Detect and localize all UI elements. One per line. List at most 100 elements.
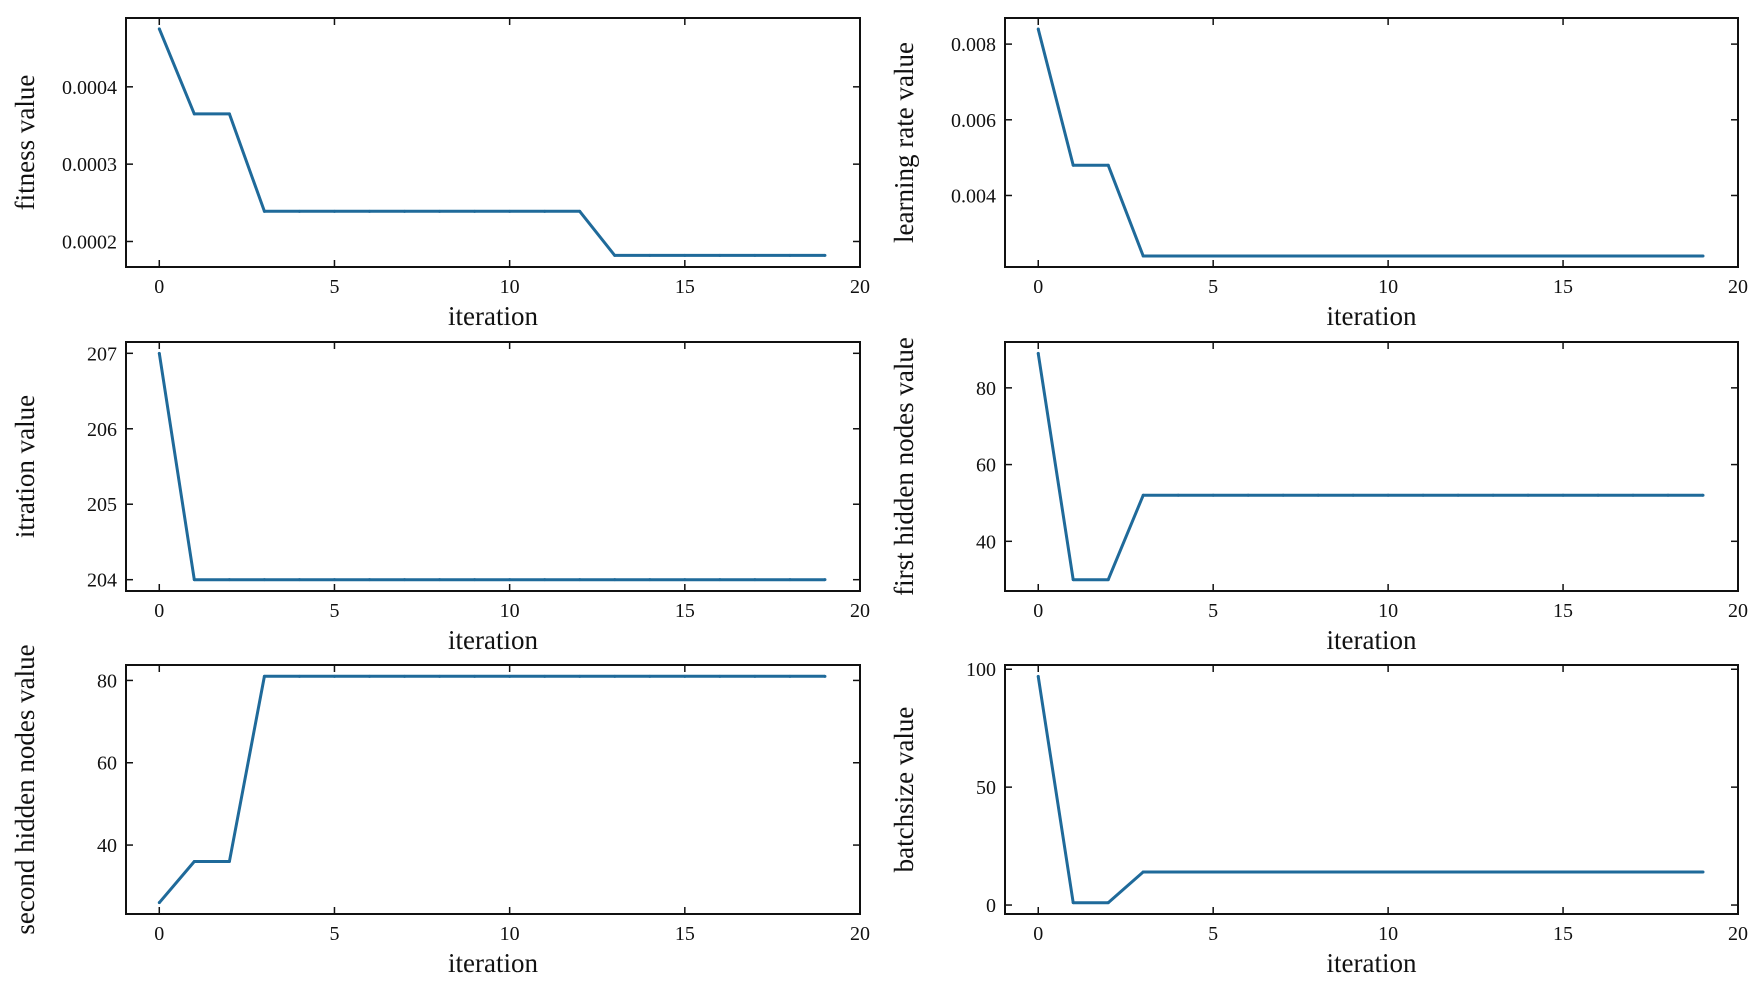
x-tick-label: 20 xyxy=(1728,276,1748,298)
data-point xyxy=(823,253,827,257)
x-tick-label: 10 xyxy=(1378,600,1398,622)
data-point xyxy=(1106,901,1110,905)
data-point xyxy=(1701,870,1705,874)
data-point xyxy=(648,578,652,582)
data-point xyxy=(1141,254,1145,258)
y-tick-label: 50 xyxy=(976,777,996,799)
data-point xyxy=(823,578,827,582)
data-point xyxy=(438,209,442,213)
x-axis-label: iteration xyxy=(448,301,538,331)
data-point xyxy=(508,674,512,678)
data-point xyxy=(1036,351,1040,355)
data-point xyxy=(1386,870,1390,874)
data-point xyxy=(718,578,722,582)
data-point xyxy=(1701,493,1705,497)
x-tick-label: 0 xyxy=(154,923,164,945)
data-point xyxy=(1596,254,1600,258)
data-point xyxy=(157,27,161,31)
data-point xyxy=(683,674,687,678)
data-point xyxy=(403,674,407,678)
subplot-fitness: 0 5 10 15 20 0.0002 0.0003 0.0004 iteration fitne… xyxy=(10,17,870,331)
x-tick-label: 20 xyxy=(850,600,870,622)
data-point xyxy=(473,674,477,678)
data-point xyxy=(192,860,196,864)
x-tick-label: 20 xyxy=(850,276,870,298)
data-point xyxy=(648,674,652,678)
data-point xyxy=(438,578,442,582)
data-point xyxy=(578,674,582,678)
data-point xyxy=(1246,254,1250,258)
series-line-fitness xyxy=(157,28,825,257)
data-point xyxy=(1176,254,1180,258)
x-tick-label: 5 xyxy=(329,600,339,622)
data-point xyxy=(1526,870,1530,874)
data-point xyxy=(543,578,547,582)
data-point xyxy=(1106,163,1110,167)
data-point xyxy=(1386,493,1390,497)
data-point xyxy=(227,860,231,864)
x-tick-label: 15 xyxy=(675,923,695,945)
data-point xyxy=(508,578,512,582)
data-point xyxy=(1211,254,1215,258)
y-axis-label: itration value xyxy=(10,395,40,538)
data-point xyxy=(332,674,336,678)
x-tick-label: 5 xyxy=(1208,923,1218,945)
data-point xyxy=(543,209,547,213)
data-point xyxy=(1491,254,1495,258)
y-tick-label: 60 xyxy=(97,753,117,775)
x-tick-label: 0 xyxy=(154,600,164,622)
data-point xyxy=(578,209,582,213)
data-point xyxy=(1106,578,1110,582)
data-point xyxy=(1316,493,1320,497)
data-point xyxy=(157,351,161,355)
data-point xyxy=(1386,254,1390,258)
data-point xyxy=(683,253,687,257)
x-axis-label: iteration xyxy=(1327,948,1417,978)
data-point xyxy=(367,674,371,678)
y-tick-label: 40 xyxy=(976,531,996,553)
data-point xyxy=(1036,674,1040,678)
y-tick-label: 60 xyxy=(976,455,996,477)
data-point xyxy=(1036,27,1040,31)
data-point xyxy=(227,578,231,582)
data-point xyxy=(613,253,617,257)
x-axis-label: iteration xyxy=(448,948,538,978)
y-tick-label: 80 xyxy=(97,670,117,692)
data-point xyxy=(332,578,336,582)
data-point xyxy=(683,578,687,582)
data-point xyxy=(1071,163,1075,167)
data-point xyxy=(157,901,161,905)
data-point xyxy=(1561,870,1565,874)
y-axis-label: learning rate value xyxy=(889,42,919,243)
series-line-batchsize xyxy=(1036,676,1703,905)
data-point xyxy=(1596,870,1600,874)
series-line-second-hidden xyxy=(158,674,825,904)
data-point xyxy=(332,209,336,213)
y-tick-label: 207 xyxy=(87,343,117,365)
x-tick-label: 15 xyxy=(1553,276,1573,298)
x-tick-label: 15 xyxy=(1553,923,1573,945)
data-point xyxy=(1246,870,1250,874)
data-point xyxy=(1281,493,1285,497)
data-point xyxy=(788,253,792,257)
y-tick-label: 205 xyxy=(87,494,117,516)
y-tick-label: 0.0003 xyxy=(62,154,117,176)
plot-frame xyxy=(125,17,861,268)
data-point xyxy=(438,674,442,678)
y-tick-label: 0.004 xyxy=(951,185,996,207)
data-point xyxy=(1421,254,1425,258)
x-tick-label: 15 xyxy=(675,600,695,622)
data-point xyxy=(367,209,371,213)
y-tick-label: 0.0004 xyxy=(62,77,117,99)
x-axis-label: iteration xyxy=(1327,301,1417,331)
x-axis-label: iteration xyxy=(448,625,538,655)
data-point xyxy=(718,674,722,678)
plot-frame xyxy=(1004,664,1739,915)
data-point xyxy=(788,578,792,582)
data-point xyxy=(227,112,231,116)
data-point xyxy=(1491,493,1495,497)
data-point xyxy=(1141,870,1145,874)
data-point xyxy=(1071,901,1075,905)
data-point xyxy=(1421,493,1425,497)
